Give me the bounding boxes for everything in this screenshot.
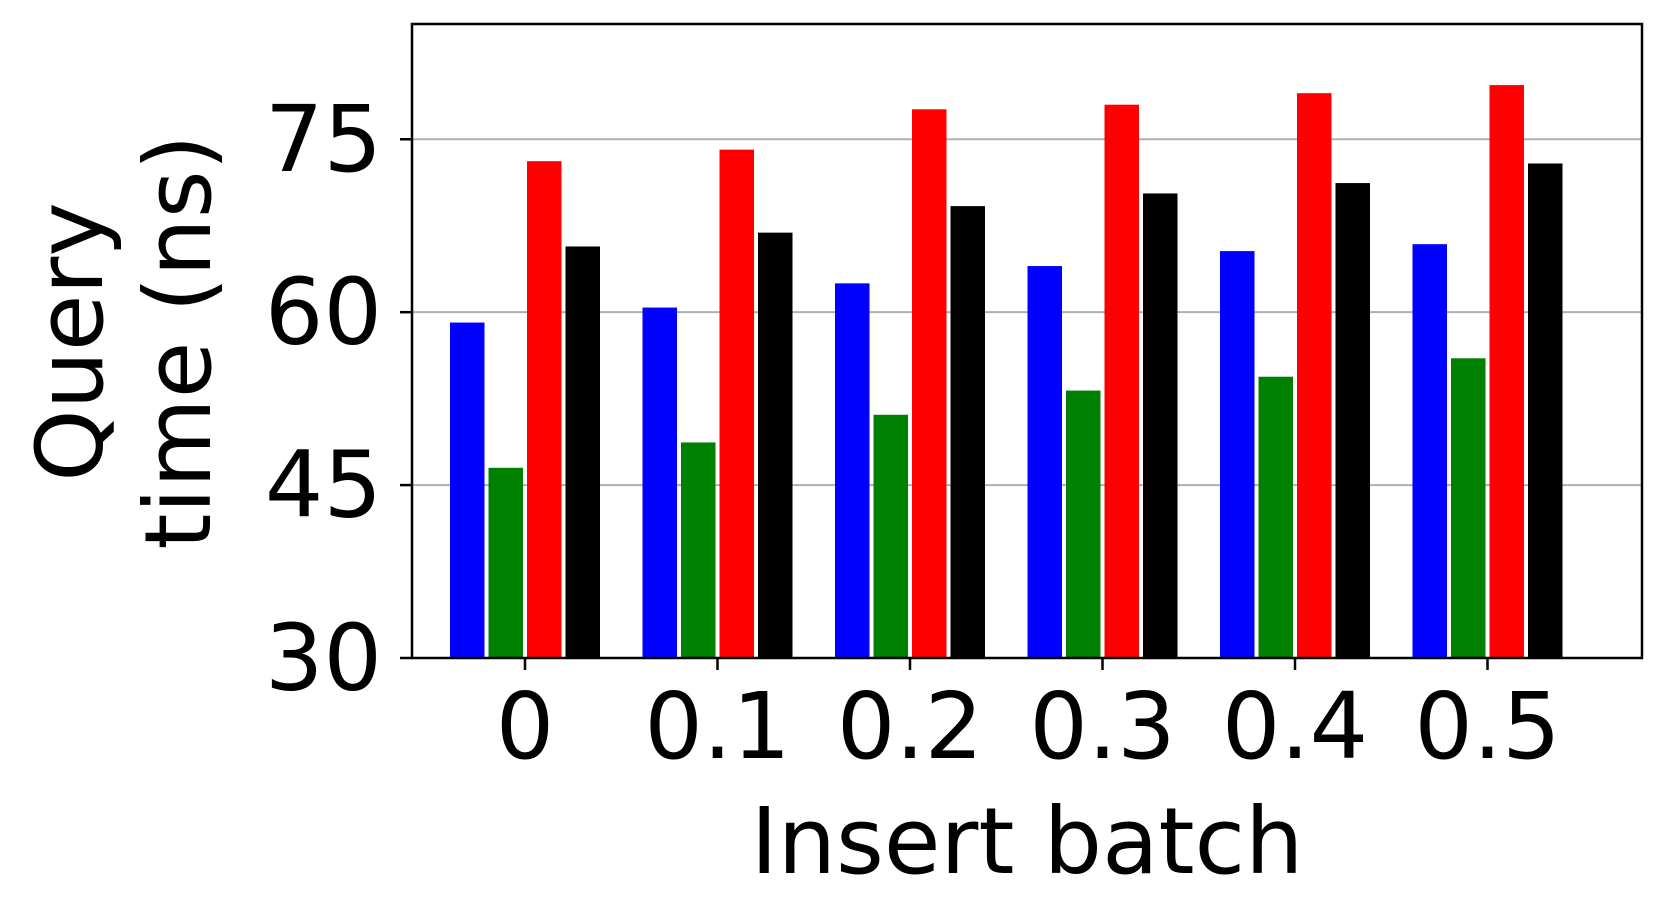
bars — [450, 85, 1563, 659]
bar — [1220, 251, 1255, 658]
plot-frame — [410, 22, 1644, 660]
bar — [835, 283, 870, 658]
y-tick-label: 75 — [265, 86, 382, 193]
bar — [1489, 85, 1524, 658]
bar — [1297, 93, 1332, 658]
bar — [1143, 193, 1178, 658]
bar — [950, 206, 985, 658]
bar — [681, 442, 716, 658]
bar — [1412, 244, 1447, 659]
bar — [758, 232, 793, 659]
bar — [450, 322, 485, 658]
bar — [912, 109, 947, 658]
x-axis-ticks: 0 0.1 0.2 0.3 0.4 0.5 — [496, 658, 1561, 780]
x-tick-label: 0 — [496, 673, 555, 780]
bar — [1451, 358, 1486, 658]
x-tick-label: 0.3 — [1029, 673, 1175, 780]
bar — [1104, 104, 1139, 658]
y-axis-ticks: 30 45 60 75 — [265, 86, 412, 712]
bar — [719, 149, 754, 658]
y-tick-label: 60 — [265, 259, 382, 366]
y-tick-label: 45 — [265, 432, 382, 539]
y-tick-label: 30 — [265, 605, 382, 712]
x-tick-label: 0.5 — [1414, 673, 1560, 780]
x-tick-label: 0.2 — [837, 673, 983, 780]
bar — [565, 246, 600, 658]
bar — [1258, 376, 1293, 658]
bar — [1027, 266, 1062, 658]
bar — [642, 307, 677, 658]
x-tick-label: 0.1 — [644, 673, 790, 780]
bar — [1335, 183, 1370, 659]
bar — [527, 161, 562, 658]
x-axis-title: Insert batch — [751, 788, 1304, 895]
bar — [873, 414, 908, 658]
y-axis-title-line-2: time (ns) — [125, 134, 232, 549]
y-axis-title-line-1: Query — [17, 202, 124, 482]
bar — [1066, 390, 1101, 658]
x-tick-label: 0.4 — [1222, 673, 1368, 780]
bar — [488, 467, 523, 658]
bar — [1528, 163, 1563, 659]
